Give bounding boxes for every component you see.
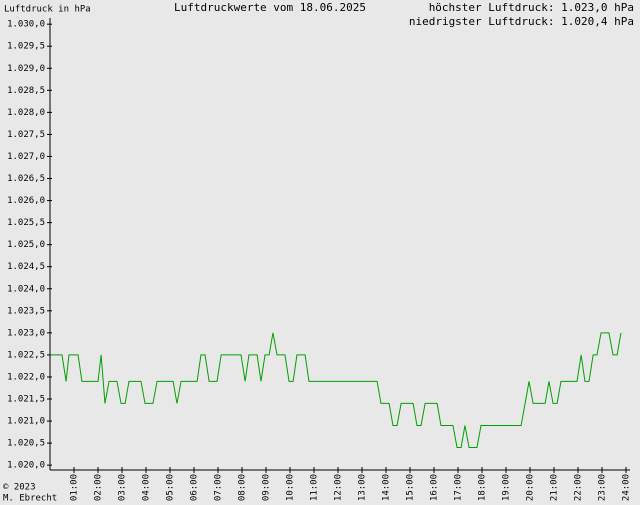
y-axis-label: Luftdruck in hPa <box>4 5 91 15</box>
y-tick-label: 1.027,5 <box>7 130 45 140</box>
pressure-line <box>50 332 622 449</box>
y-tick-label: 1.020,5 <box>7 439 45 449</box>
x-tick-label: 21:00 <box>550 474 560 501</box>
x-tick-label: 18:00 <box>478 474 488 501</box>
y-tick-label: 1.021,5 <box>7 395 45 405</box>
x-tick-label: 05:00 <box>166 474 176 501</box>
chart-title: Luftdruckwerte vom 18.06.2025 <box>174 1 366 14</box>
x-tick-label: 04:00 <box>142 474 152 501</box>
x-tick-label: 24:00 <box>622 474 632 501</box>
copyright: © 2023 <box>3 483 36 493</box>
y-tick-label: 1.029,0 <box>7 64 45 74</box>
x-tick-label: 23:00 <box>598 474 608 501</box>
y-tick-label: 1.026,5 <box>7 174 45 184</box>
min-annotation: niedrigster Luftdruck: 1.020,4 hPa <box>409 15 634 28</box>
x-tick-label: 10:00 <box>286 474 296 501</box>
x-tick-label: 07:00 <box>214 474 224 501</box>
x-tick-label: 08:00 <box>238 474 248 501</box>
x-tick-label: 14:00 <box>382 474 392 501</box>
max-annotation: höchster Luftdruck: 1.023,0 hPa <box>429 1 634 14</box>
y-tick-label: 1.030,0 <box>7 20 45 30</box>
x-tick-label: 16:00 <box>430 474 440 501</box>
x-tick-label: 15:00 <box>406 474 416 501</box>
y-tick-label: 1.025,5 <box>7 218 45 228</box>
y-tick-label: 1.023,5 <box>7 306 45 316</box>
y-tick-label: 1.020,0 <box>7 461 45 471</box>
x-tick-label: 09:00 <box>262 474 272 501</box>
y-tick-label: 1.027,0 <box>7 152 45 162</box>
y-tick-label: 1.022,5 <box>7 350 45 360</box>
y-tick-label: 1.024,0 <box>7 284 45 294</box>
x-tick-label: 20:00 <box>526 474 536 501</box>
y-tick-label: 1.024,5 <box>7 262 45 272</box>
x-tick-label: 22:00 <box>574 474 584 501</box>
x-tick-label: 19:00 <box>502 474 512 501</box>
y-tick-label: 1.021,0 <box>7 417 45 427</box>
y-tick-label: 1.029,5 <box>7 42 45 52</box>
x-tick-label: 03:00 <box>118 474 128 501</box>
y-tick-label: 1.028,0 <box>7 108 45 118</box>
x-tick-label: 02:00 <box>94 474 104 501</box>
x-tick-label: 17:00 <box>454 474 464 501</box>
y-tick-label: 1.028,5 <box>7 86 45 96</box>
y-tick-label: 1.023,0 <box>7 328 45 338</box>
y-tick-label: 1.025,0 <box>7 240 45 250</box>
y-tick-label: 1.022,0 <box>7 372 45 382</box>
x-tick-label: 12:00 <box>334 474 344 501</box>
x-tick-label: 06:00 <box>190 474 200 501</box>
x-tick-label: 11:00 <box>310 474 320 501</box>
x-tick-label: 01:00 <box>70 474 80 501</box>
y-tick-label: 1.026,0 <box>7 196 45 206</box>
author: M. Ebrecht <box>3 494 57 504</box>
x-tick-label: 13:00 <box>358 474 368 501</box>
